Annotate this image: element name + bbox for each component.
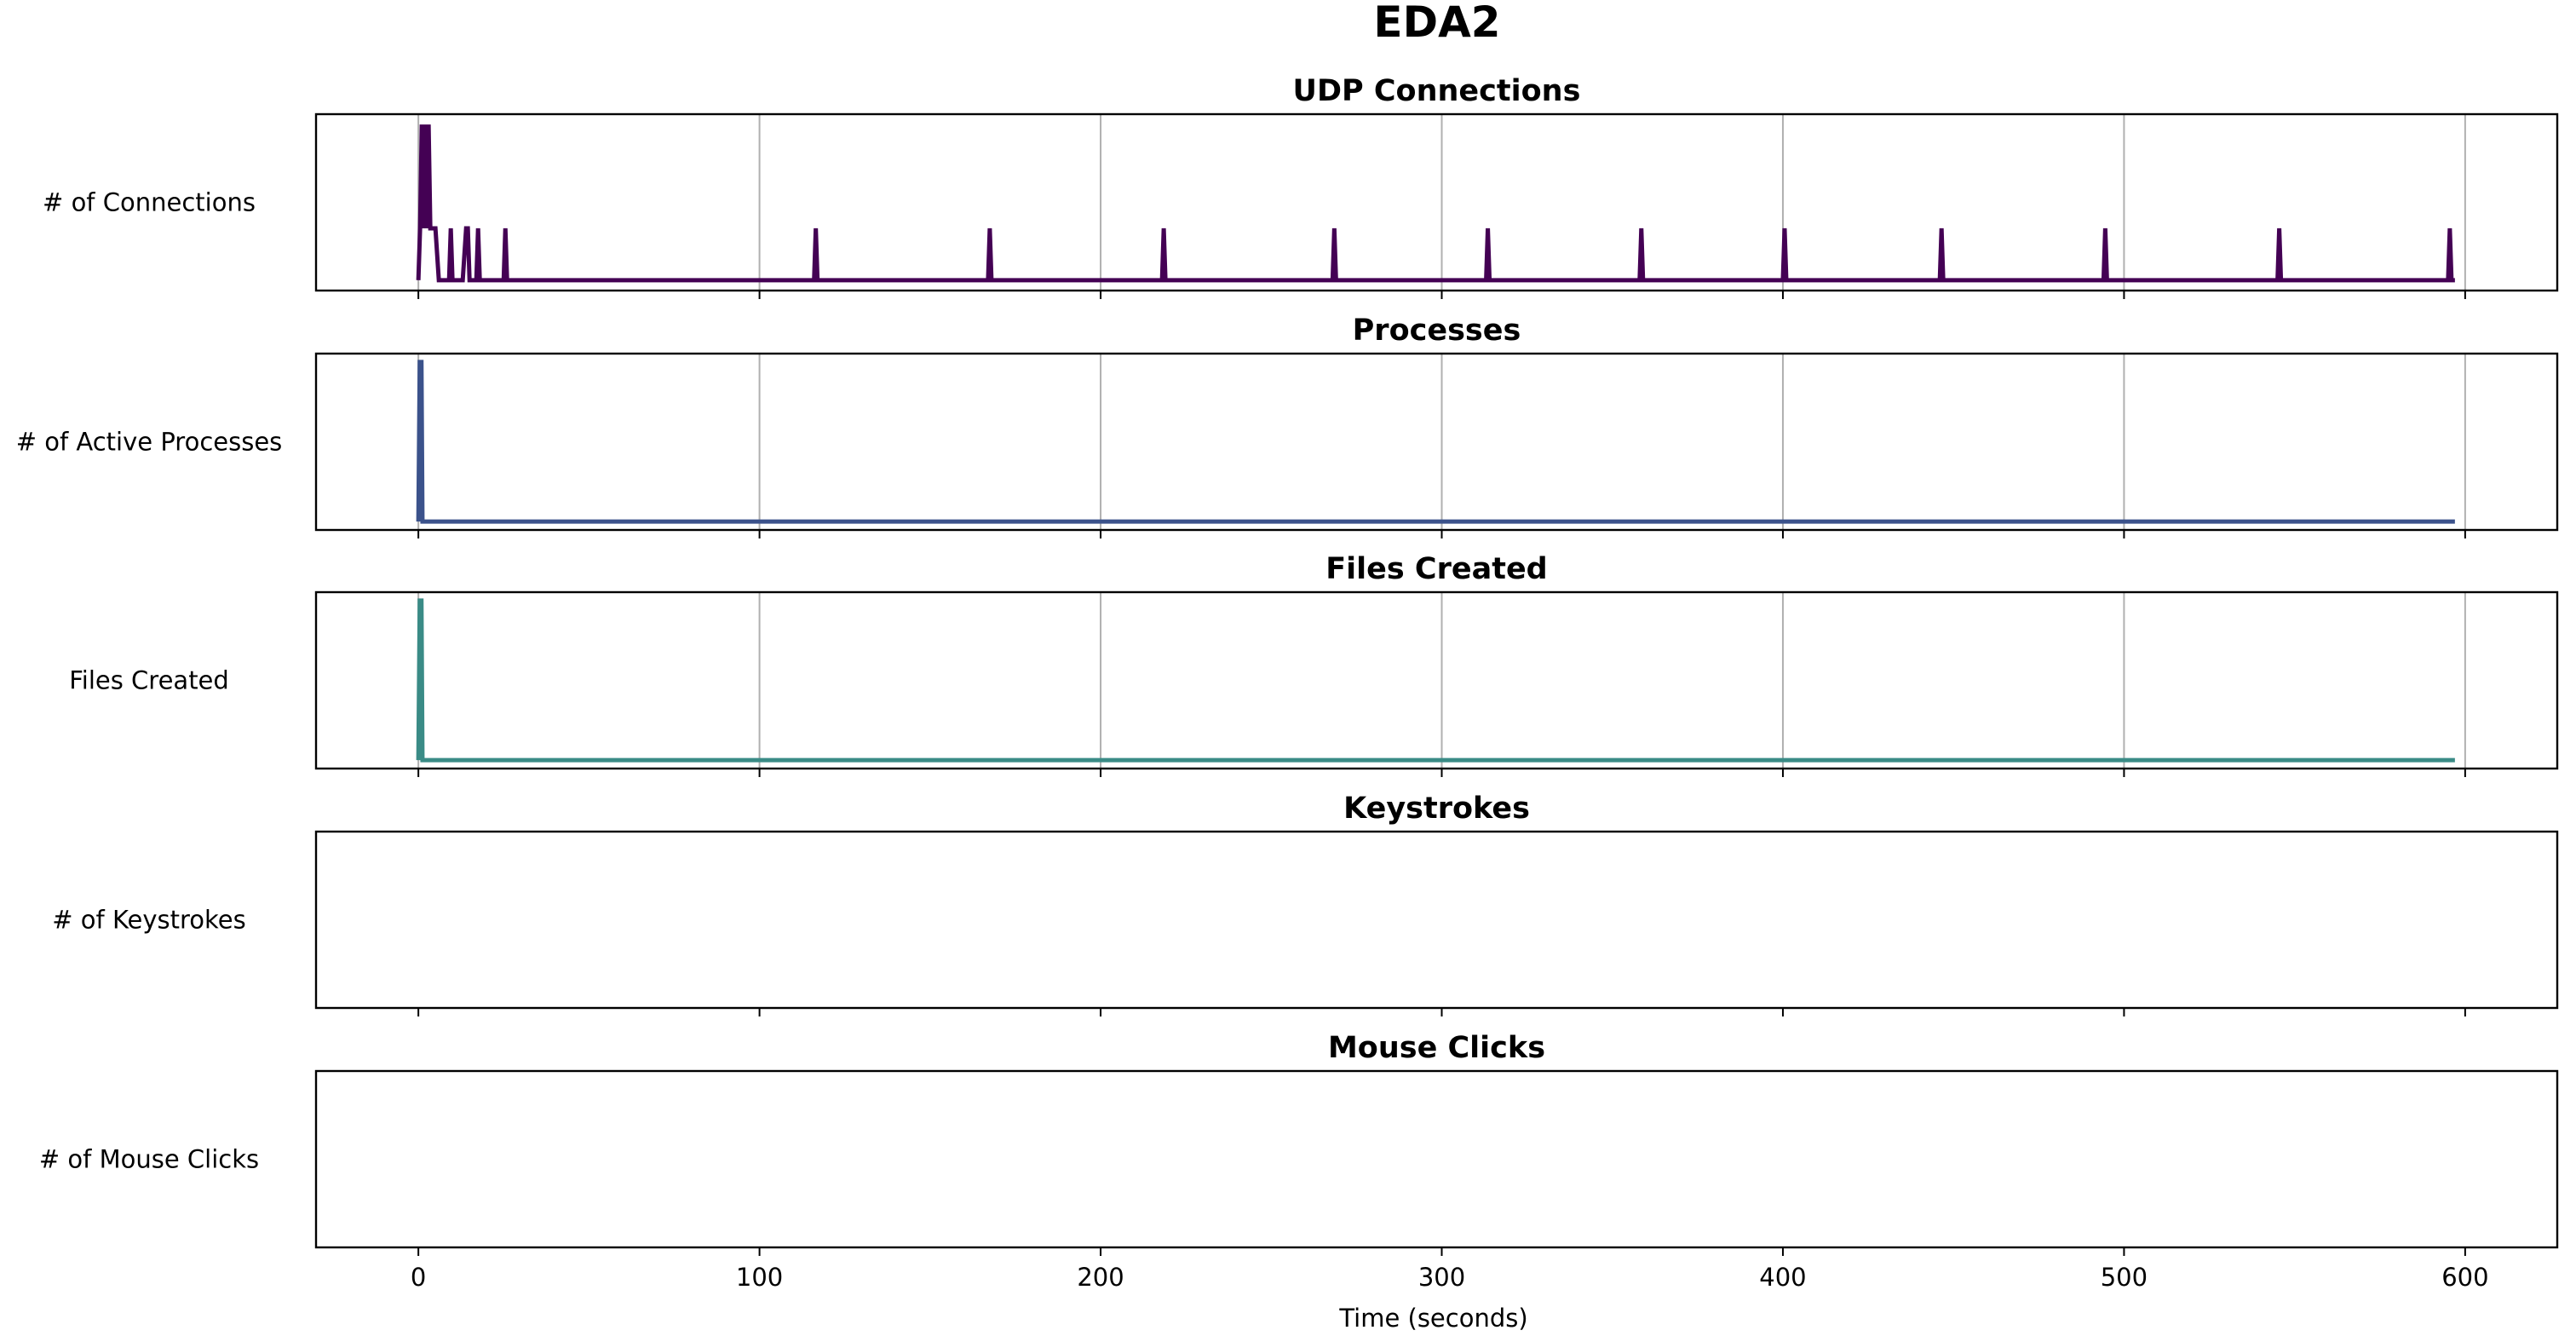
- plot-frame: [314, 352, 2559, 532]
- panel-processes: Processes # of Active Processes: [16, 314, 2559, 538]
- panel-title: Files Created: [1325, 552, 1547, 586]
- y-axis-label: # of Keystrokes: [52, 906, 245, 935]
- y-axis-label: # of Mouse Clicks: [39, 1145, 259, 1174]
- plot-frame: [314, 112, 2559, 292]
- panel-mouse-clicks: Mouse Clicks # of Mouse Clicks 0 100 200 300 4…: [39, 1031, 2559, 1292]
- x-tick-label: 100: [736, 1263, 783, 1292]
- y-axis-label: Files Created: [69, 666, 229, 695]
- x-tick-label: 400: [1759, 1263, 1806, 1292]
- panel-files-created: Files Created Files Created: [69, 552, 2559, 777]
- y-axis-label: # of Active Processes: [16, 428, 283, 457]
- x-axis-label: Time (seconds): [1338, 1304, 1527, 1333]
- plot-frame: [314, 590, 2559, 770]
- x-tick-label: 0: [411, 1263, 426, 1292]
- y-axis-label: # of Connections: [43, 188, 256, 217]
- panel-keystrokes: Keystrokes # of Keystrokes: [52, 792, 2559, 1016]
- panel-title: Mouse Clicks: [1328, 1031, 1545, 1065]
- panel-title: Keystrokes: [1343, 792, 1530, 826]
- panel-udp-connections: UDP Connections # of Connections: [43, 74, 2559, 299]
- series-line: [416, 360, 2455, 524]
- x-tick-label: 200: [1077, 1263, 1124, 1292]
- series-line: [416, 124, 2455, 283]
- x-tick-label: 300: [1418, 1263, 1465, 1292]
- x-tick-label: 600: [2441, 1263, 2488, 1292]
- figure-title: EDA2: [1373, 0, 1500, 47]
- panel-title: Processes: [1353, 314, 1521, 348]
- plot-frame: [314, 1069, 2559, 1249]
- series-line: [416, 598, 2455, 763]
- panel-title: UDP Connections: [1293, 74, 1581, 108]
- plot-frame: [314, 830, 2559, 1010]
- x-tick-label: 500: [2101, 1263, 2148, 1292]
